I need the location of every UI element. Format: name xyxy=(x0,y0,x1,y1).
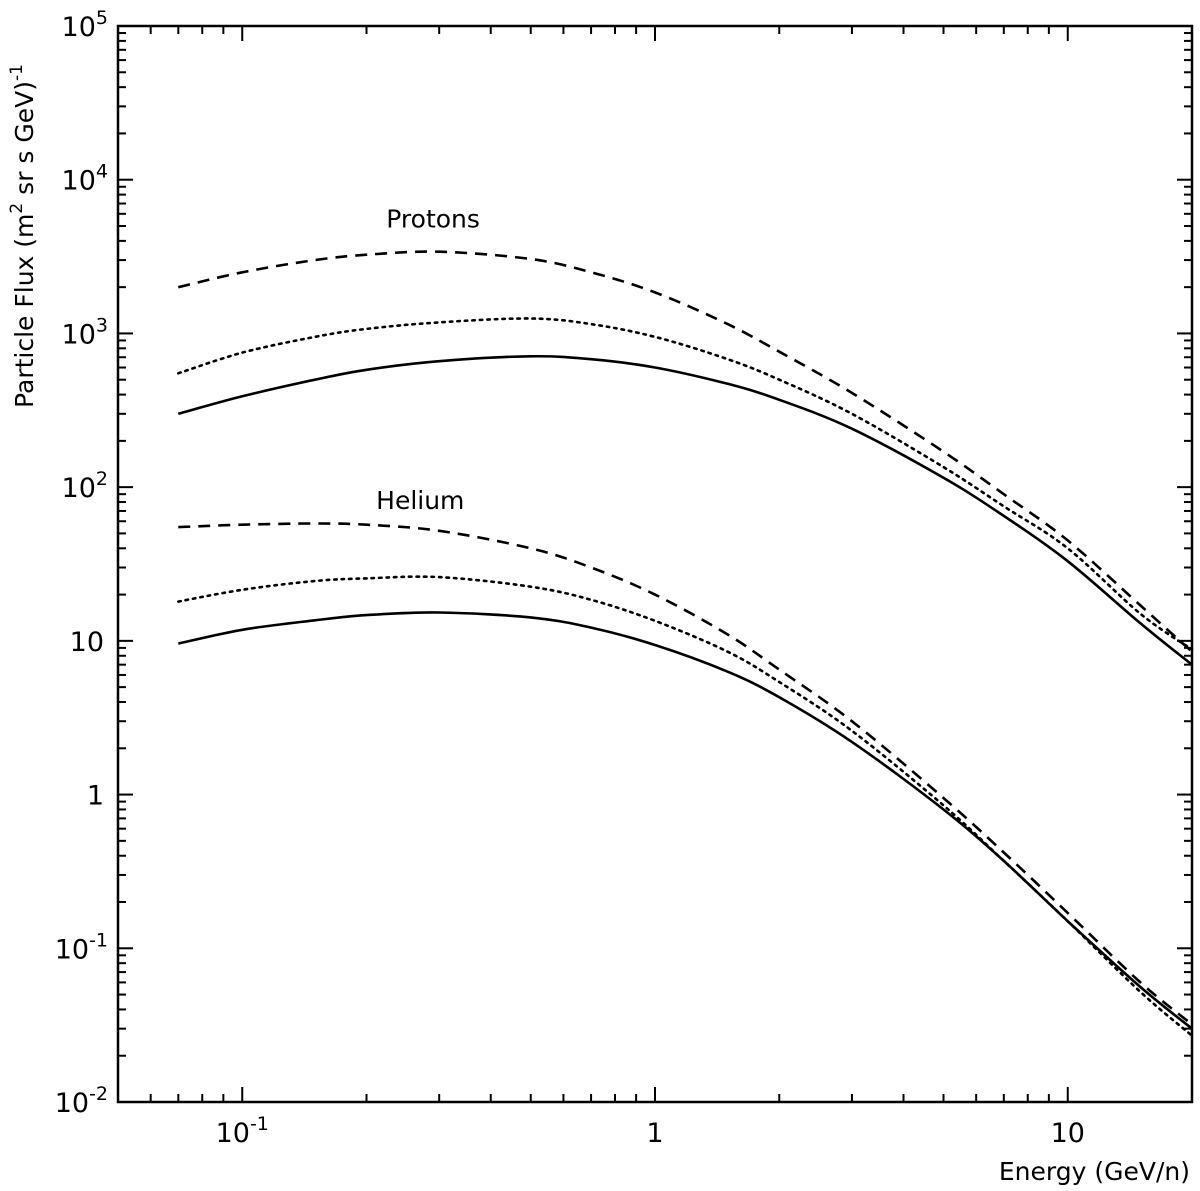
y-axis-label-sup1: 2 xyxy=(7,203,27,214)
axis-ticks xyxy=(117,25,1193,1103)
y-axis-label-group: Particle Flux (m2 sr s GeV)-1 xyxy=(7,64,39,408)
series-line-protons-dashed xyxy=(178,250,1193,653)
y-tick-labels: 10-2 10-1 1 10 102 103 104 105 xyxy=(55,7,108,1119)
series-line-helium-solid xyxy=(178,611,1193,1030)
y-tick-label: 105 xyxy=(62,7,108,43)
y-tick-label: 102 xyxy=(62,468,108,504)
x-tick-labels: 10-1 1 10 xyxy=(216,1113,1085,1149)
y-tick-label: 104 xyxy=(62,161,108,197)
y-tick-label: 10-2 xyxy=(55,1083,108,1119)
annotations: Protons Helium xyxy=(376,204,480,515)
series-lines xyxy=(177,250,1194,1037)
series-line-helium-dashed xyxy=(178,522,1193,1026)
y-tick-label: 1 xyxy=(87,781,104,812)
x-tick-label: 10 xyxy=(1051,1118,1085,1149)
y-axis-label: Particle Flux (m2 sr s GeV)-1 xyxy=(7,64,39,408)
y-tick-label: 103 xyxy=(62,314,108,350)
y-axis-label-base: Particle Flux (m xyxy=(10,214,39,408)
series-line-helium-dotted xyxy=(177,575,1194,1037)
plot-border xyxy=(116,24,1194,1104)
x-axis-label: Energy (GeV/n) xyxy=(999,1157,1190,1186)
x-tick-label: 1 xyxy=(646,1118,663,1149)
y-tick-label: 10 xyxy=(70,627,104,658)
series-line-protons-dotted xyxy=(177,317,1194,651)
series-line-protons-solid xyxy=(177,354,1193,666)
annotation-label: Helium xyxy=(376,486,464,515)
plot-frame xyxy=(116,24,1194,1104)
y-tick-label: 10-1 xyxy=(55,929,108,965)
y-axis-label-mid: sr s GeV) xyxy=(10,81,39,203)
x-tick-label: 10-1 xyxy=(216,1113,269,1149)
annotation-label: Protons xyxy=(386,204,480,233)
y-axis-label-sup2: -1 xyxy=(7,64,27,81)
